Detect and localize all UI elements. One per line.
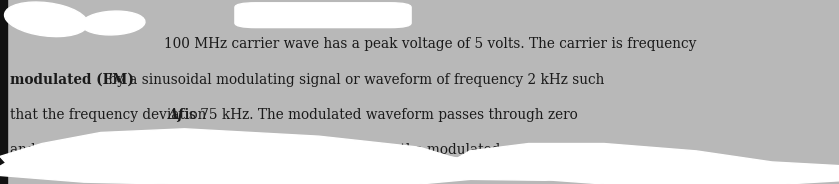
- FancyBboxPatch shape: [235, 3, 411, 28]
- Polygon shape: [0, 129, 461, 177]
- Text: that the frequency deviation: that the frequency deviation: [10, 108, 211, 122]
- Ellipse shape: [4, 2, 88, 37]
- Polygon shape: [126, 158, 604, 180]
- Text: Δf: Δf: [168, 108, 185, 122]
- Text: 100 MHz carrier wave has a peak voltage of 5 volts. The carrier is frequency: 100 MHz carrier wave has a peak voltage …: [164, 37, 696, 51]
- Text: by a sinusoidal modulating signal or waveform of frequency 2 kHz such: by a sinusoidal modulating signal or wav…: [104, 73, 604, 87]
- FancyBboxPatch shape: [0, 0, 7, 184]
- Polygon shape: [0, 138, 520, 184]
- Polygon shape: [445, 144, 839, 184]
- Ellipse shape: [81, 11, 145, 35]
- Text: modulated (FM): modulated (FM): [10, 73, 134, 87]
- Text: is 75 kHz. The modulated waveform passes through zero: is 75 kHz. The modulated waveform passes…: [180, 108, 577, 122]
- Text: and is increasing at t = 0. Determine the expression for the modulated carrier w: and is increasing at t = 0. Determine th…: [10, 143, 629, 157]
